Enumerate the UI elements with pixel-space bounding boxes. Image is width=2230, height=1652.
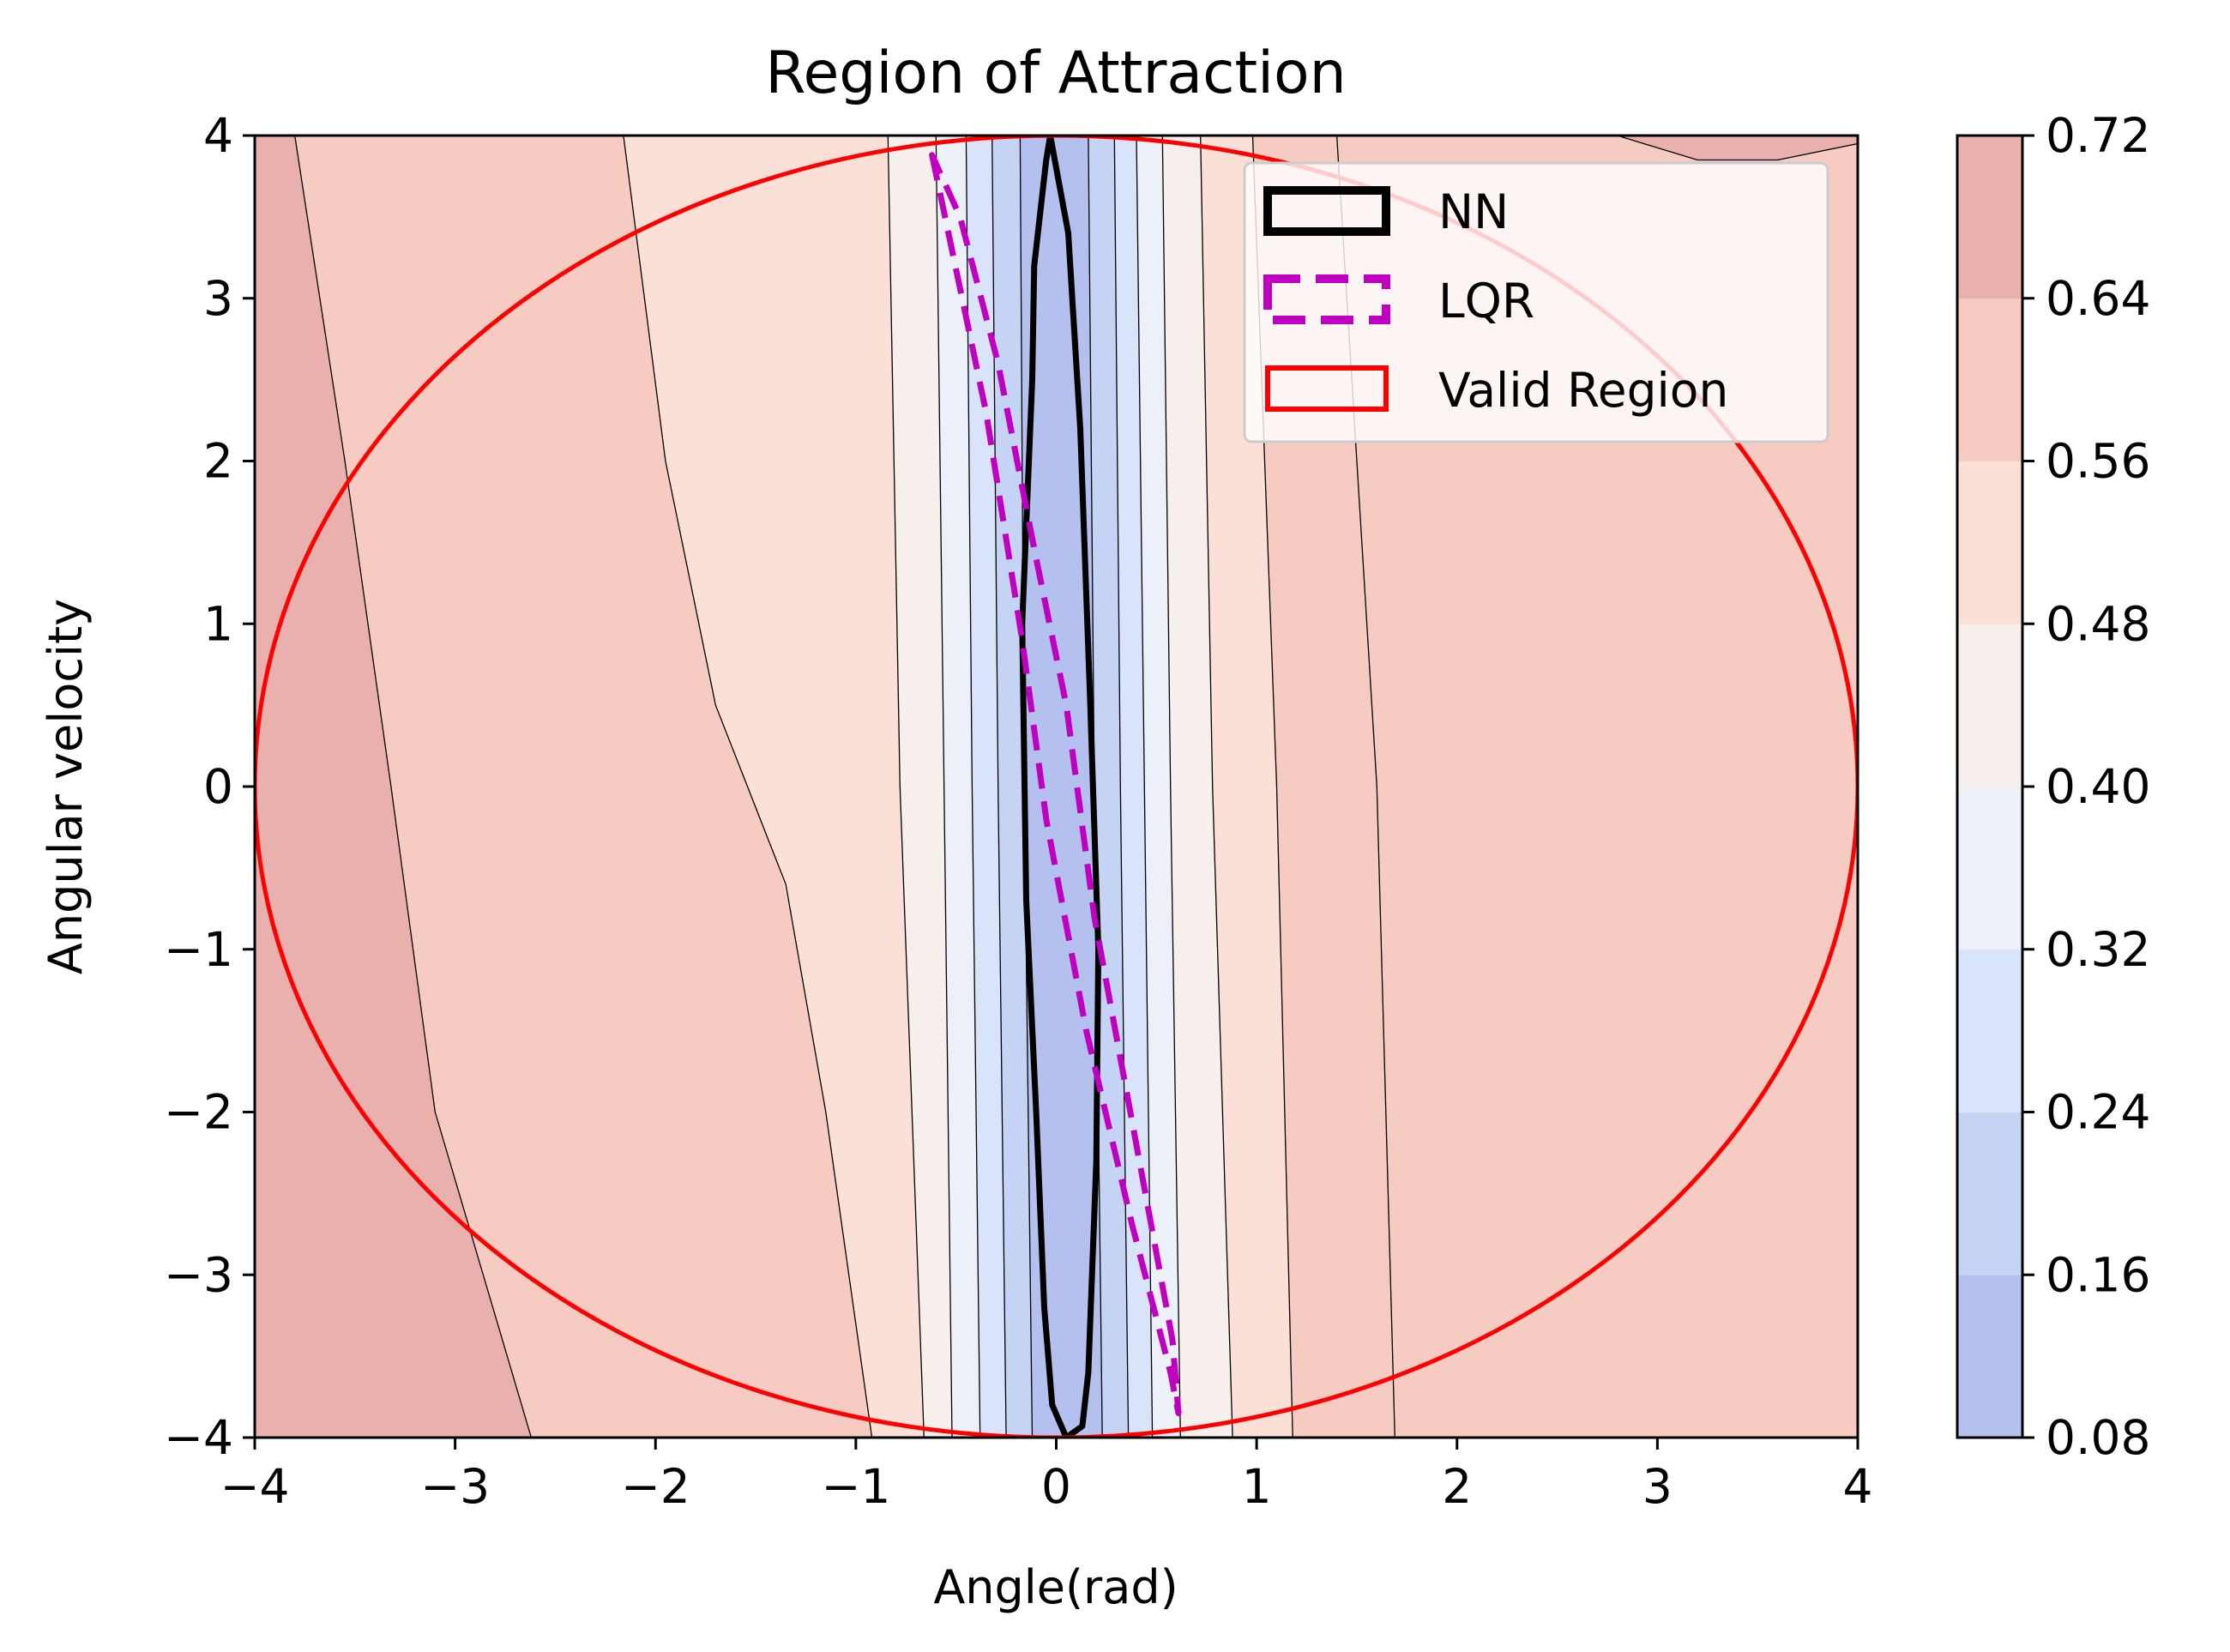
y-tick-label: −1 bbox=[164, 922, 233, 977]
contour-line bbox=[935, 136, 953, 1438]
legend-swatch-lqr bbox=[1263, 274, 1390, 324]
y-axis-label: Angular velocity bbox=[39, 599, 93, 974]
legend-label-nn: NN bbox=[1438, 184, 1509, 239]
x-axis-ticks: −4 −3 −2 −1 0 1 2 3 4 bbox=[220, 1438, 1873, 1514]
y-tick-label: −2 bbox=[164, 1085, 233, 1140]
contour-line bbox=[965, 136, 981, 1438]
colorbar-band bbox=[1957, 136, 2022, 299]
region-curves bbox=[255, 136, 1858, 1438]
contour-lines bbox=[294, 136, 1858, 1438]
y-tick-label: 1 bbox=[203, 596, 233, 651]
x-tick-label: 2 bbox=[1442, 1459, 1472, 1514]
x-tick-label: −1 bbox=[821, 1459, 890, 1514]
colorbar-band bbox=[1957, 1112, 2022, 1275]
colorbar-tick-label: 0.48 bbox=[2046, 596, 2150, 651]
series-lqr bbox=[929, 152, 1182, 1416]
x-tick-label: −3 bbox=[420, 1459, 490, 1514]
contour-line bbox=[1200, 136, 1233, 1438]
contour-line bbox=[887, 136, 925, 1438]
contour-band-corner bbox=[1617, 136, 1858, 160]
x-tick-label: 3 bbox=[1642, 1459, 1672, 1514]
y-tick-label: −3 bbox=[164, 1247, 233, 1302]
x-tick-label: −2 bbox=[621, 1459, 690, 1514]
colorbar-band bbox=[1957, 298, 2022, 461]
y-tick-label: 4 bbox=[203, 108, 233, 163]
colorbar-band bbox=[1957, 787, 2022, 950]
y-tick-label: 3 bbox=[203, 271, 233, 326]
x-tick-label: 1 bbox=[1242, 1459, 1272, 1514]
x-tick-label: 4 bbox=[1843, 1459, 1873, 1514]
legend-label-lqr: LQR bbox=[1438, 274, 1534, 329]
colorbar-band bbox=[1957, 461, 2022, 624]
colorbar-tick-label: 0.16 bbox=[2046, 1247, 2150, 1302]
colorbar-tick-label: 0.08 bbox=[2046, 1410, 2150, 1465]
series-nn bbox=[1019, 136, 1102, 1438]
colorbar-band bbox=[1957, 624, 2022, 787]
y-tick-label: −4 bbox=[164, 1410, 233, 1465]
legend-swatch-nn bbox=[1263, 186, 1390, 236]
y-tick-label: 0 bbox=[203, 759, 233, 814]
contour-line bbox=[623, 136, 873, 1438]
chart-title: Region of Attraction bbox=[765, 39, 1346, 107]
colorbar-band bbox=[1957, 1275, 2022, 1438]
contour-line bbox=[1113, 136, 1130, 1438]
colorbar-tick-label: 0.24 bbox=[2046, 1085, 2150, 1140]
colorbar-tick-label: 0.40 bbox=[2046, 759, 2150, 814]
colorbar-tick-label: 0.32 bbox=[2046, 922, 2150, 977]
x-tick-label: 0 bbox=[1041, 1459, 1071, 1514]
contour-line bbox=[1161, 136, 1181, 1438]
colorbar bbox=[1957, 136, 2022, 1438]
contour-line bbox=[294, 136, 533, 1438]
legend-label-valid-region: Valid Region bbox=[1438, 363, 1728, 418]
contour-line bbox=[1617, 136, 1858, 161]
legend: NN LQR Valid Region bbox=[1243, 161, 1829, 443]
colorbar-tick-label: 0.56 bbox=[2046, 434, 2150, 489]
colorbar-frame bbox=[1956, 134, 2024, 1439]
y-tick-label: 2 bbox=[203, 434, 233, 489]
colorbar-band bbox=[1957, 949, 2022, 1112]
colorbar-tick-label: 0.64 bbox=[2046, 271, 2150, 326]
x-tick-label: −4 bbox=[220, 1459, 289, 1514]
colorbar-tick-label: 0.72 bbox=[2046, 108, 2150, 163]
colorbar-ticks: 0.08 0.16 0.24 0.32 0.40 0.48 0.56 0.64 0.72 bbox=[2022, 108, 2150, 1465]
x-axis-label: Angle(rad) bbox=[933, 1560, 1178, 1614]
y-axis-ticks: −4 −3 −2 −1 0 1 2 3 4 bbox=[164, 108, 255, 1465]
legend-swatch-valid-region bbox=[1265, 365, 1389, 412]
